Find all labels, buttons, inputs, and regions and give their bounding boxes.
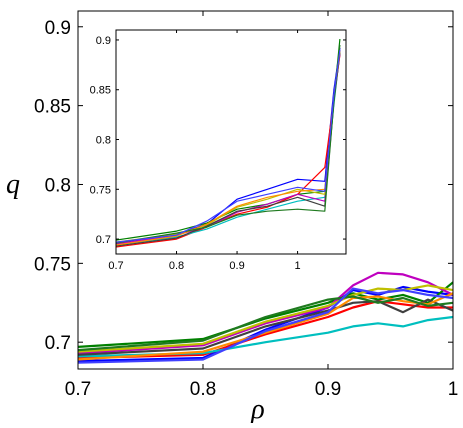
inset-x-tick-label: 0.9 bbox=[229, 260, 244, 272]
main-y-tick-label: 0.7 bbox=[45, 333, 71, 354]
main-x-tick-label: 0.8 bbox=[190, 379, 216, 400]
main-x-tick-label: 1 bbox=[448, 379, 459, 400]
main-axes-frame bbox=[77, 10, 454, 370]
inset-y-tick-label: 0.9 bbox=[96, 35, 111, 47]
main-y-tick-label: 0.75 bbox=[34, 254, 71, 275]
main-x-tick-label: 0.7 bbox=[65, 379, 91, 400]
x-axis-label: ρ bbox=[250, 394, 264, 423]
main-series-line-6 bbox=[78, 284, 453, 353]
main-x-tick-label: 0.9 bbox=[315, 379, 341, 400]
inset-plot-area bbox=[116, 30, 346, 254]
inset-y-tick-label: 0.8 bbox=[96, 135, 111, 147]
main-y-tick-label: 0.9 bbox=[45, 18, 71, 39]
main-series-line-10 bbox=[78, 287, 453, 364]
inset-x-tick-label: 1 bbox=[295, 260, 301, 272]
inset-x-tick-label: 0.7 bbox=[108, 260, 123, 272]
inset-plot: 0.7 0.8 0.9 1 0.7 0.75 0.8 0.85 0.9 bbox=[90, 29, 347, 272]
inset-series-line-9 bbox=[116, 44, 341, 244]
inset-series-line-10 bbox=[116, 49, 341, 243]
y-axis-label: q bbox=[6, 169, 20, 200]
main-series-line-9 bbox=[78, 295, 453, 352]
main-y-tick-label: 0.85 bbox=[34, 97, 71, 118]
inset-y-tick-label: 0.75 bbox=[90, 184, 111, 196]
main-series-line-3 bbox=[78, 300, 453, 360]
main-series-line-5 bbox=[78, 271, 453, 355]
inset-x-tick-label: 0.8 bbox=[169, 260, 184, 272]
inset-axes-frame bbox=[115, 29, 347, 255]
main-y-tick-label: 0.8 bbox=[45, 175, 71, 196]
inset-y-tick-label: 0.7 bbox=[96, 234, 111, 246]
inset-y-tick-label: 0.85 bbox=[90, 85, 111, 97]
